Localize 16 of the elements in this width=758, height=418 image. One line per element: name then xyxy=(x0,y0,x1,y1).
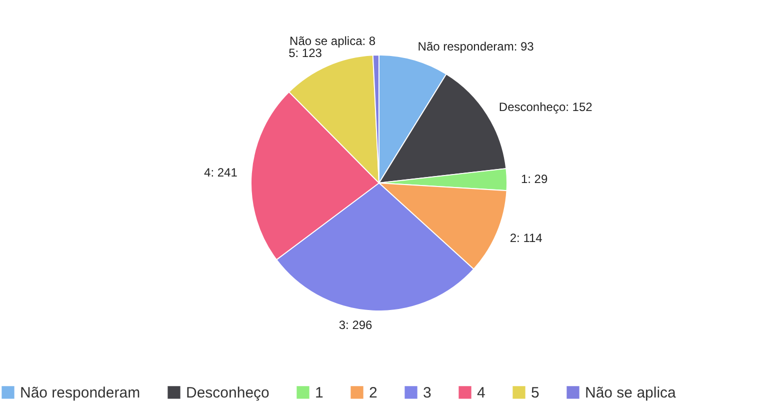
legend-label: 5 xyxy=(531,384,540,402)
legend-label: 4 xyxy=(477,384,486,402)
legend-label: 3 xyxy=(423,384,432,402)
legend-label: 1 xyxy=(315,384,324,402)
data-label: Desconheço: 152 xyxy=(498,100,593,114)
data-label: 1: 29 xyxy=(520,172,548,186)
legend-label: Não se aplica xyxy=(585,384,677,402)
legend-label: Não responderam xyxy=(20,384,140,402)
legend-label: 2 xyxy=(369,384,378,402)
data-label: Não se aplica: 8 xyxy=(290,34,376,48)
data-label: 4: 241 xyxy=(204,165,238,180)
data-label: 5: 123 xyxy=(288,46,322,60)
data-label: Não responderam: 93 xyxy=(418,39,534,54)
data-label: 3: 296 xyxy=(338,318,373,332)
data-label: 2: 114 xyxy=(510,231,543,246)
legend-label: Desconheço xyxy=(186,384,270,402)
